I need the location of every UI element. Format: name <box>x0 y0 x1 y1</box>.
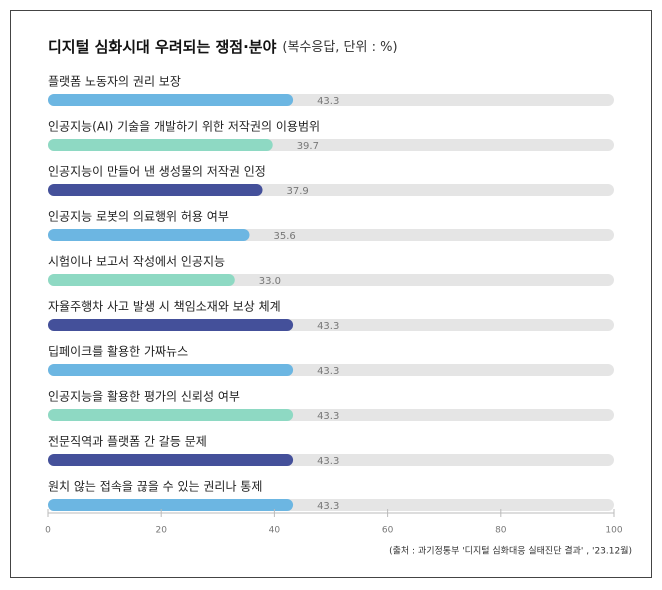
bar <box>48 319 294 331</box>
chart-title-group: 디지털 심화시대 우려되는 쟁점·분야 (복수응답, 단위 : %) <box>48 38 398 56</box>
category-label: 전문직역과 플랫폼 간 갈등 문제 <box>48 435 207 449</box>
bar <box>48 409 294 421</box>
value-label: 43.3 <box>317 456 339 467</box>
x-tick-label: 60 <box>382 526 394 536</box>
chart-title: 디지털 심화시대 우려되는 쟁점·분야 <box>48 38 277 56</box>
value-label: 43.3 <box>317 411 339 422</box>
x-tick-label: 80 <box>495 526 507 536</box>
source-note: (출처 : 과기정통부 '디지털 심화대응 실태진단 결과' , '23.12월… <box>389 545 632 557</box>
value-label: 43.3 <box>317 96 339 107</box>
chart-subtitle: (복수응답, 단위 : %) <box>282 40 397 55</box>
category-label: 인공지능(AI) 기술을 개발하기 위한 저작권의 이용범위 <box>48 120 320 134</box>
category-label: 딥페이크를 활용한 가짜뉴스 <box>48 345 188 359</box>
bar <box>48 274 235 286</box>
category-label: 인공지능이 만들어 낸 생성물의 저작권 인정 <box>48 165 266 179</box>
category-label: 플랫폼 노동자의 권리 보장 <box>48 75 181 89</box>
bar <box>48 184 263 196</box>
value-label: 35.6 <box>273 231 295 242</box>
value-label: 43.3 <box>317 501 339 512</box>
category-label: 원치 않는 접속을 끊을 수 있는 권리나 통제 <box>48 480 262 494</box>
value-label: 43.3 <box>317 366 339 377</box>
bar <box>48 364 294 376</box>
bar <box>48 139 273 151</box>
category-label: 자율주행차 사고 발생 시 책임소재와 보상 체계 <box>48 299 281 314</box>
category-label: 시험이나 보고서 작성에서 인공지능 <box>48 255 225 269</box>
category-label: 인공지능 로봇의 의료행위 허용 여부 <box>48 209 229 224</box>
bar <box>48 94 294 106</box>
value-label: 39.7 <box>297 141 319 152</box>
bar <box>48 499 294 511</box>
value-label: 43.3 <box>317 321 339 332</box>
bar <box>48 454 294 466</box>
x-tick-label: 20 <box>155 526 167 536</box>
bar <box>48 229 250 241</box>
category-label: 인공지능을 활용한 평가의 신뢰성 여부 <box>48 390 240 404</box>
x-tick-label: 0 <box>45 526 51 536</box>
x-tick-label: 40 <box>269 526 281 536</box>
value-label: 37.9 <box>287 186 309 197</box>
x-tick-label: 100 <box>605 526 622 536</box>
value-label: 33.0 <box>259 276 281 287</box>
